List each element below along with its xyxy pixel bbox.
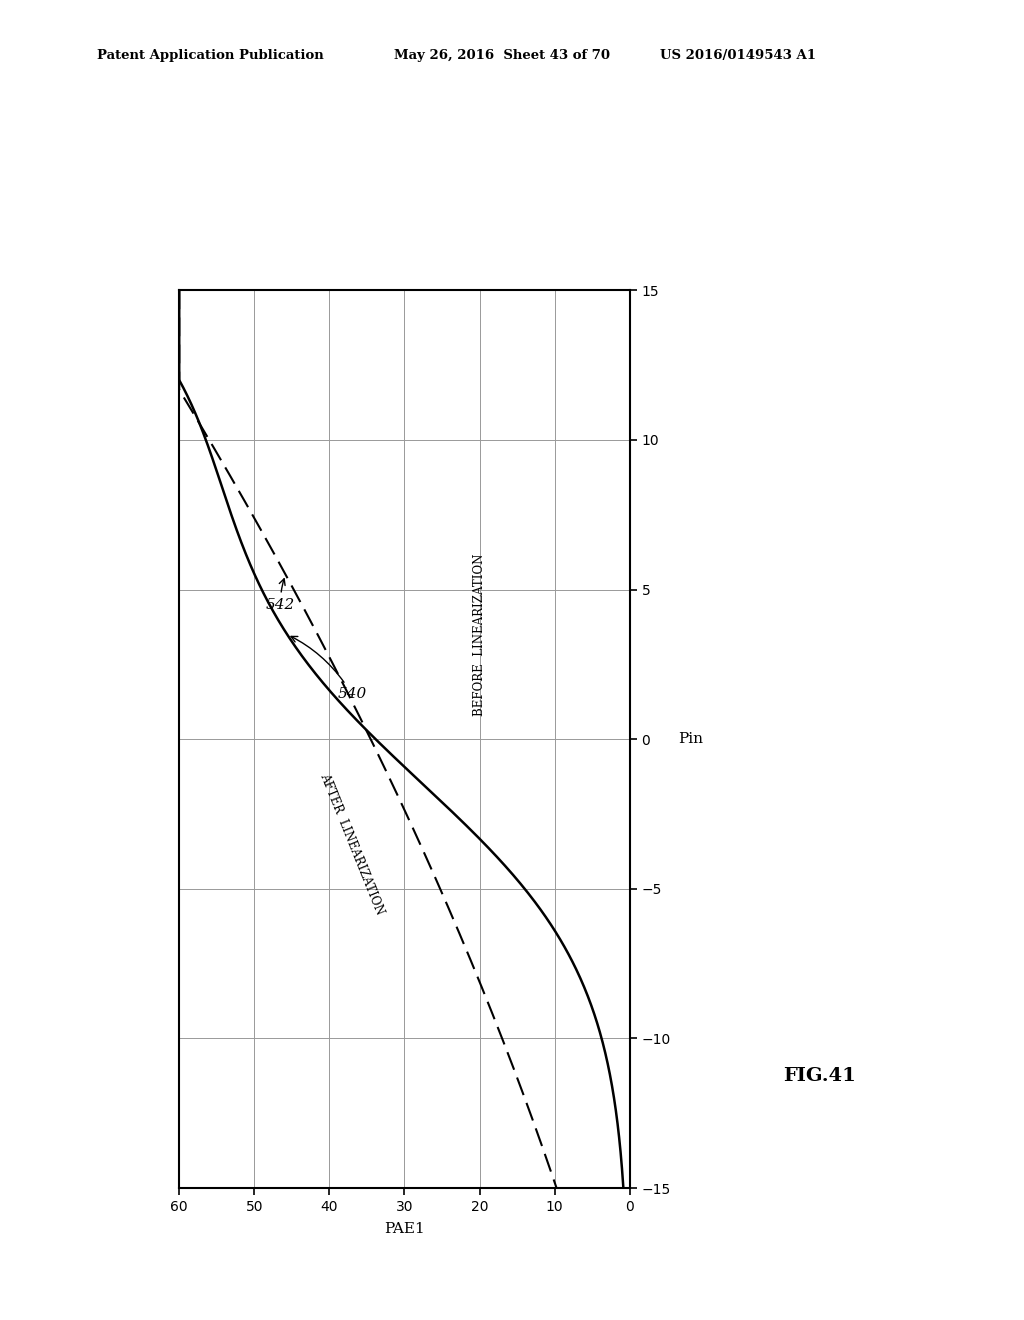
Y-axis label: Pin: Pin: [678, 733, 702, 746]
Text: US 2016/0149543 A1: US 2016/0149543 A1: [660, 49, 816, 62]
X-axis label: PAE1: PAE1: [384, 1222, 425, 1236]
Text: 540: 540: [291, 636, 367, 701]
Text: Patent Application Publication: Patent Application Publication: [97, 49, 324, 62]
Text: May 26, 2016  Sheet 43 of 70: May 26, 2016 Sheet 43 of 70: [394, 49, 610, 62]
Text: AFTER  LINEARIZATION: AFTER LINEARIZATION: [317, 771, 386, 916]
Text: 542: 542: [266, 578, 295, 611]
Text: FIG.41: FIG.41: [782, 1067, 856, 1085]
Text: BEFORE  LINEARIZATION: BEFORE LINEARIZATION: [473, 553, 486, 715]
